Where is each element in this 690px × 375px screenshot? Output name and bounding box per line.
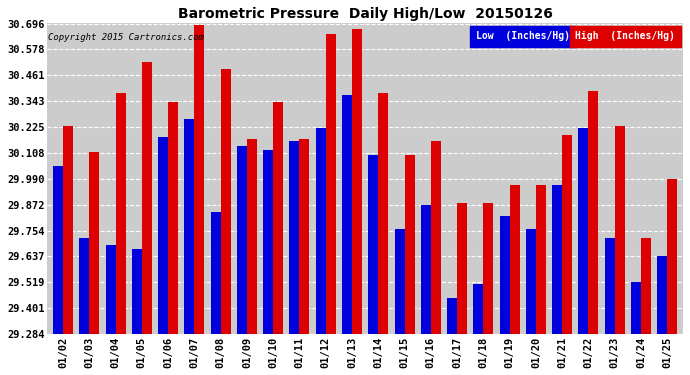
Bar bbox=[447, 297, 457, 334]
Bar bbox=[578, 128, 589, 334]
Bar bbox=[484, 203, 493, 334]
Bar bbox=[562, 135, 572, 334]
Bar bbox=[395, 230, 404, 334]
Bar bbox=[106, 245, 115, 334]
Bar bbox=[210, 212, 221, 334]
Bar bbox=[53, 166, 63, 334]
Bar bbox=[510, 185, 520, 334]
Bar bbox=[326, 34, 336, 334]
Bar bbox=[184, 119, 195, 334]
Bar bbox=[457, 203, 467, 334]
Bar bbox=[631, 282, 641, 334]
Bar bbox=[115, 93, 126, 334]
Bar bbox=[263, 150, 273, 334]
Bar bbox=[552, 185, 562, 334]
Bar bbox=[132, 249, 142, 334]
Bar bbox=[352, 29, 362, 334]
Bar bbox=[237, 146, 247, 334]
Bar bbox=[421, 205, 431, 334]
Bar bbox=[63, 126, 73, 334]
Bar bbox=[342, 95, 352, 334]
Title: Barometric Pressure  Daily High/Low  20150126: Barometric Pressure Daily High/Low 20150… bbox=[178, 7, 553, 21]
Bar bbox=[273, 102, 283, 334]
Bar bbox=[473, 284, 484, 334]
Bar bbox=[667, 179, 678, 334]
Bar bbox=[526, 230, 536, 334]
Bar bbox=[658, 256, 667, 334]
Bar bbox=[299, 139, 309, 334]
Text: Copyright 2015 Cartronics.com: Copyright 2015 Cartronics.com bbox=[48, 33, 204, 42]
Legend: Low  (Inches/Hg), High  (Inches/Hg): Low (Inches/Hg), High (Inches/Hg) bbox=[470, 28, 678, 44]
Bar bbox=[316, 128, 326, 334]
Bar bbox=[247, 139, 257, 334]
Bar bbox=[536, 185, 546, 334]
Bar bbox=[195, 25, 204, 334]
Bar bbox=[158, 137, 168, 334]
Bar bbox=[604, 238, 615, 334]
Bar bbox=[290, 141, 299, 334]
Bar bbox=[500, 216, 510, 334]
Bar bbox=[641, 238, 651, 334]
Bar bbox=[142, 62, 152, 334]
Bar bbox=[431, 141, 441, 334]
Bar bbox=[404, 154, 415, 334]
Bar bbox=[589, 91, 598, 334]
Bar bbox=[79, 238, 89, 334]
Bar bbox=[368, 154, 378, 334]
Bar bbox=[221, 69, 230, 334]
Bar bbox=[615, 126, 624, 334]
Bar bbox=[168, 102, 178, 334]
Bar bbox=[89, 152, 99, 334]
Bar bbox=[378, 93, 388, 334]
